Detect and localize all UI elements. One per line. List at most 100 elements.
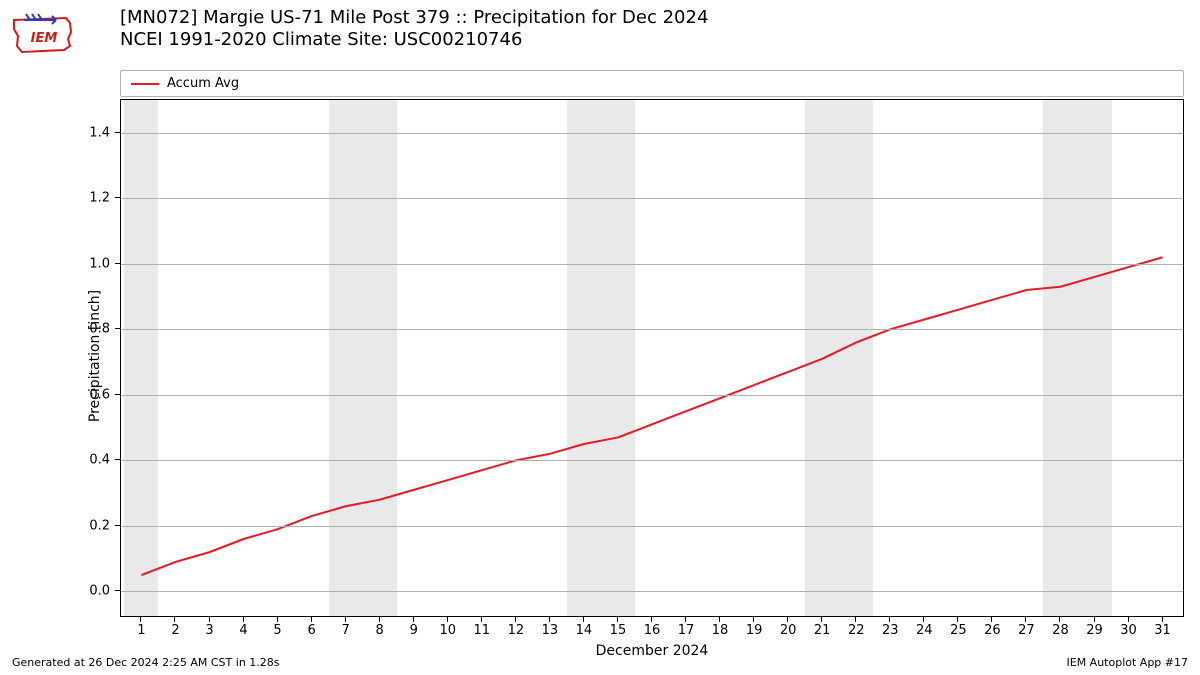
y-tick-label: 0.2 [80,518,110,533]
y-tick-label: 1.4 [80,125,110,140]
x-tick-mark [753,617,754,622]
x-tick-label: 21 [814,623,831,638]
x-tick-label: 13 [542,623,559,638]
svg-text:IEM: IEM [31,31,58,46]
x-tick-mark [957,617,958,622]
x-tick-mark [413,617,414,622]
x-tick-label: 29 [1086,623,1103,638]
y-tick-label: 1.0 [80,256,110,271]
x-tick-label: 6 [307,623,315,638]
y-tick-label: 0.4 [80,453,110,468]
x-tick-mark [1094,617,1095,622]
x-tick-mark [821,617,822,622]
y-axis-label: Precipitation [inch] [87,286,103,426]
y-tick-label: 0.6 [80,387,110,402]
y-gridline [121,133,1183,134]
x-tick-mark [1059,617,1060,622]
legend-label: Accum Avg [167,76,239,91]
x-tick-label: 4 [239,623,247,638]
x-tick-mark [515,617,516,622]
x-tick-label: 12 [508,623,525,638]
y-gridline [121,591,1183,592]
x-tick-label: 15 [610,623,627,638]
x-tick-mark [140,617,141,622]
x-axis-label: December 2024 [582,643,722,659]
x-tick-label: 7 [342,623,350,638]
x-tick-mark [277,617,278,622]
x-tick-mark [447,617,448,622]
y-tick-mark [115,525,120,526]
y-gridline [121,198,1183,199]
x-tick-mark [481,617,482,622]
x-tick-label: 1 [137,623,145,638]
y-tick-label: 0.8 [80,322,110,337]
x-tick-label: 17 [678,623,695,638]
x-tick-mark [174,617,175,622]
x-tick-label: 20 [780,623,797,638]
x-tick-mark [923,617,924,622]
x-tick-mark [889,617,890,622]
x-tick-mark [719,617,720,622]
accum-avg-line [141,257,1162,575]
y-gridline [121,264,1183,265]
chart-title-line2: NCEI 1991-2020 Climate Site: USC00210746 [120,29,708,51]
y-tick-label: 1.2 [80,191,110,206]
iem-logo: IEM [8,6,78,56]
x-tick-mark [311,617,312,622]
y-tick-mark [115,132,120,133]
x-tick-label: 31 [1154,623,1171,638]
x-tick-mark [345,617,346,622]
x-tick-label: 23 [882,623,899,638]
y-gridline [121,460,1183,461]
y-tick-mark [115,197,120,198]
chart-title-line1: [MN072] Margie US-71 Mile Post 379 :: Pr… [120,7,708,29]
chart-title-block: [MN072] Margie US-71 Mile Post 379 :: Pr… [120,7,708,51]
x-tick-mark [379,617,380,622]
x-tick-label: 30 [1120,623,1137,638]
chart-line-series [121,100,1183,616]
y-gridline [121,329,1183,330]
x-tick-label: 26 [984,623,1001,638]
x-tick-mark [549,617,550,622]
footer-app: IEM Autoplot App #17 [1067,656,1189,669]
x-tick-label: 19 [746,623,763,638]
x-tick-label: 3 [205,623,213,638]
x-tick-label: 9 [410,623,418,638]
x-tick-mark [1128,617,1129,622]
x-tick-label: 5 [273,623,281,638]
x-tick-mark [1025,617,1026,622]
chart-plot-area [120,99,1184,617]
x-tick-label: 24 [916,623,933,638]
x-tick-label: 2 [171,623,179,638]
y-gridline [121,526,1183,527]
x-tick-label: 8 [376,623,384,638]
x-tick-label: 14 [576,623,593,638]
y-tick-mark [115,394,120,395]
x-tick-label: 16 [644,623,661,638]
y-tick-mark [115,328,120,329]
y-tick-label: 0.0 [80,584,110,599]
legend-swatch [131,83,159,85]
x-tick-label: 27 [1018,623,1035,638]
x-tick-mark [787,617,788,622]
x-tick-label: 11 [474,623,491,638]
x-tick-label: 10 [439,623,456,638]
y-tick-mark [115,590,120,591]
page: IEM [MN072] Margie US-71 Mile Post 379 :… [0,0,1200,675]
chart-legend: Accum Avg [120,70,1184,97]
x-tick-label: 18 [712,623,729,638]
y-gridline [121,395,1183,396]
x-tick-mark [209,617,210,622]
x-tick-mark [855,617,856,622]
x-tick-mark [583,617,584,622]
x-tick-mark [1162,617,1163,622]
x-tick-mark [617,617,618,622]
x-tick-mark [685,617,686,622]
y-tick-mark [115,263,120,264]
x-tick-mark [243,617,244,622]
x-tick-label: 22 [848,623,865,638]
y-tick-mark [115,459,120,460]
x-tick-label: 25 [950,623,967,638]
x-tick-label: 28 [1052,623,1069,638]
x-tick-mark [651,617,652,622]
